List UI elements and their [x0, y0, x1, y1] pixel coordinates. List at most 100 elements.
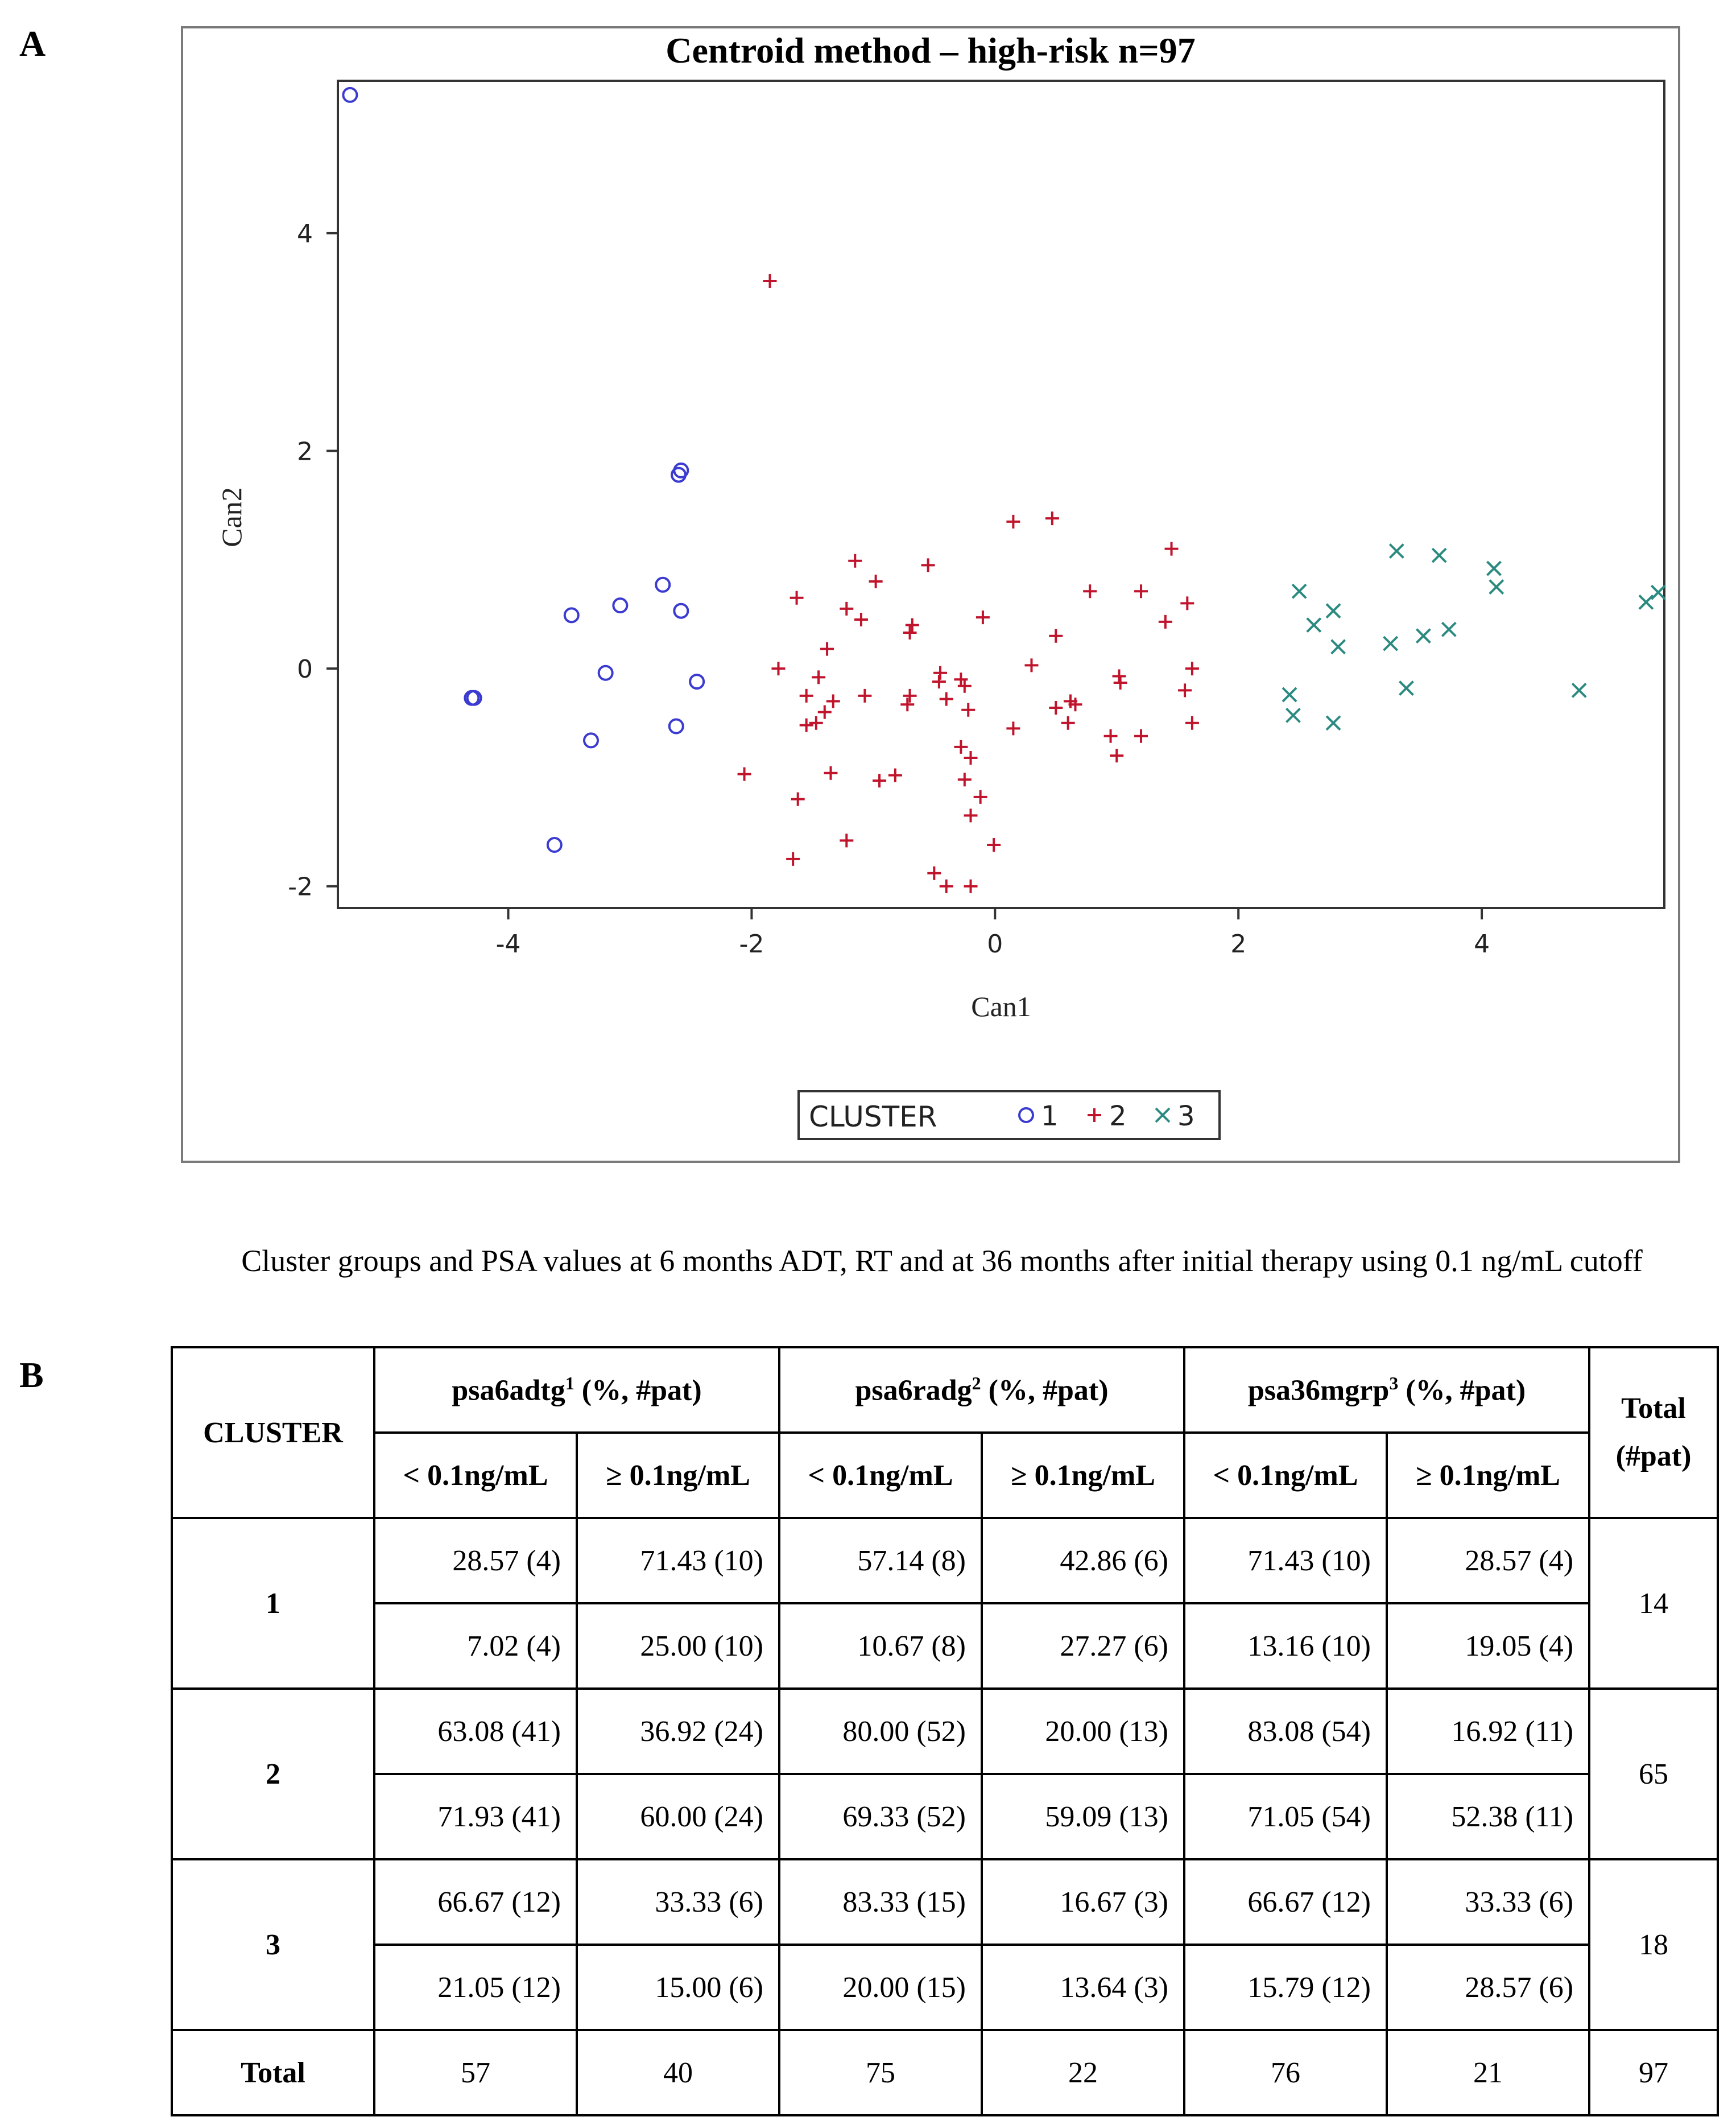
cluster-2-point	[840, 834, 854, 848]
table-cell: 66.67 (12)	[1183, 1858, 1388, 1946]
cluster-1-point	[673, 603, 689, 619]
cluster-2-point	[1006, 721, 1020, 736]
cluster-2-point	[1185, 662, 1199, 676]
cluster-3-point	[1638, 594, 1654, 610]
total-row-cell: 22	[981, 2029, 1185, 2116]
legend-label-2: 2	[1109, 1100, 1127, 1132]
table-cell: 33.33 (6)	[576, 1858, 780, 1946]
chart-canvas: Centroid method – high-risk n=97 -4 -2 0 2 4 -…	[216, 30, 1666, 1140]
cluster-2-point	[799, 688, 813, 703]
cluster-3-point	[1399, 680, 1414, 696]
cluster-2-point	[824, 766, 838, 780]
total-cell: 14	[1588, 1517, 1720, 1690]
table-row: 3 66.67 (12) 33.33 (6) 83.33 (15) 16.67 (3) 6…	[171, 1858, 1720, 2031]
cluster-3-point	[1325, 715, 1341, 731]
table-row: 2 63.08 (41) 36.92 (24) 80.00 (52) 20.00 (13…	[171, 1687, 1720, 1860]
cluster-1-point	[668, 718, 684, 735]
cluster-3-point	[1282, 687, 1297, 703]
panel-label-b: B	[19, 1355, 44, 1395]
cluster-2-point	[1180, 596, 1194, 610]
cluster-2-point	[888, 768, 902, 782]
cluster-2-point	[900, 698, 915, 712]
table-cell: 60.00 (24)	[576, 1773, 780, 1860]
cluster-1-point	[563, 607, 580, 624]
legend-label-3: 3	[1177, 1100, 1195, 1132]
cluster-2-point	[1158, 614, 1172, 629]
panel-label-a: A	[19, 23, 46, 64]
table-cell: 27.27 (6)	[981, 1602, 1185, 1690]
cluster-2-point	[964, 750, 978, 765]
cluster-1-point	[342, 86, 358, 103]
cluster-2-point	[939, 692, 953, 706]
table-row: 71.93 (41) 60.00 (24) 69.33 (52) 59.09 (13)…	[172, 1773, 1718, 1860]
cluster-cell: 3	[171, 1858, 375, 2031]
scatter-chart: Centroid method – high-risk n=97 -4 -2 0 2 4 -…	[181, 26, 1680, 1163]
table-cell: 59.09 (13)	[981, 1773, 1185, 1860]
cluster-2-point	[954, 672, 968, 687]
cluster-2-point	[812, 670, 826, 684]
y-tick-label: 4	[297, 220, 313, 249]
table-body: 1 28.57 (4) 71.43 (10) 57.14 (8) 42.86 (6) 71…	[171, 1517, 1720, 2116]
table-cell: 28.57 (4)	[373, 1517, 578, 1604]
cluster-1-point	[689, 674, 705, 690]
y-tick-label: 2	[297, 437, 313, 466]
subheader-ge: ≥ 0.1ng/mL	[981, 1431, 1185, 1519]
subheader-lt: < 0.1ng/mL	[778, 1431, 983, 1519]
table-cell: 20.00 (13)	[981, 1687, 1185, 1775]
table-cell: 71.43 (10)	[1183, 1517, 1388, 1604]
table-cell: 16.92 (11)	[1385, 1687, 1591, 1775]
cluster-2-point	[799, 718, 813, 732]
total-cell: 18	[1588, 1858, 1720, 2031]
cluster-2-point	[932, 675, 946, 689]
group-header-psa36mgrp: psa36mgrp3 (%, #pat)	[1183, 1346, 1591, 1434]
table-total-row: Total 57 40 75 22 76 21 97	[171, 2029, 1720, 2116]
x-tick-label: 0	[987, 930, 1003, 959]
table-row: 21.05 (12) 15.00 (6) 20.00 (15) 13.64 (3) 15…	[172, 1944, 1718, 2031]
cluster-2-point	[1045, 511, 1059, 526]
cluster-2-point	[964, 808, 978, 823]
y-tick-label: 0	[297, 655, 313, 684]
cluster-2-point	[848, 554, 862, 568]
cluster-1-point	[583, 732, 600, 749]
table-cell: 20.00 (15)	[778, 1944, 983, 2031]
cluster-2-point	[1103, 729, 1118, 743]
cluster-2-point	[1112, 669, 1126, 683]
total-row-cell: 75	[778, 2029, 983, 2116]
group-header-psa6adtg: psa6adtg1 (%, #pat)	[373, 1346, 780, 1434]
table-cell: 66.67 (12)	[373, 1858, 578, 1946]
subheader-ge: ≥ 0.1ng/mL	[1385, 1431, 1591, 1519]
table-cell: 36.92 (24)	[576, 1687, 780, 1775]
subheader-lt: < 0.1ng/mL	[1183, 1431, 1388, 1519]
table-cell: 71.05 (54)	[1183, 1773, 1388, 1860]
cluster-2-point	[817, 705, 832, 719]
cluster-2-point	[1061, 716, 1075, 730]
table-cell: 71.93 (41)	[373, 1773, 578, 1860]
cluster-2-point	[820, 642, 834, 656]
cluster-2-point	[1006, 514, 1020, 529]
legend-title: CLUSTER	[809, 1100, 937, 1133]
table-cell: 71.43 (10)	[576, 1517, 780, 1604]
cluster-2-point	[858, 688, 872, 703]
cluster-2-point	[961, 703, 976, 717]
cluster-2-point	[737, 767, 751, 781]
cluster-2-point	[790, 591, 804, 605]
y-axis-label: Can2	[216, 487, 247, 547]
x-axis-label: Can1	[971, 991, 1031, 1022]
table-cell: 28.57 (4)	[1385, 1517, 1591, 1604]
legend-label-1: 1	[1041, 1100, 1059, 1132]
total-row-cell: 57	[373, 2029, 578, 2116]
cluster-2-point	[933, 666, 948, 680]
cluster-2-point	[1024, 658, 1039, 672]
legend-marker-1	[1018, 1107, 1034, 1123]
cluster-2-point	[791, 792, 805, 806]
cluster-3-point	[1415, 628, 1431, 644]
subheader-ge: ≥ 0.1ng/mL	[576, 1431, 780, 1519]
table-cell: 15.79 (12)	[1183, 1944, 1388, 2031]
total-row-cell: 21	[1385, 2029, 1591, 2116]
table-cell: 25.00 (10)	[576, 1602, 780, 1690]
cluster-2-point	[903, 625, 917, 639]
table-cell: 28.57 (6)	[1385, 1944, 1591, 2031]
table-cell: 80.00 (52)	[778, 1687, 983, 1775]
cluster-3-point	[1286, 707, 1301, 723]
total-row-cell: 40	[576, 2029, 780, 2116]
